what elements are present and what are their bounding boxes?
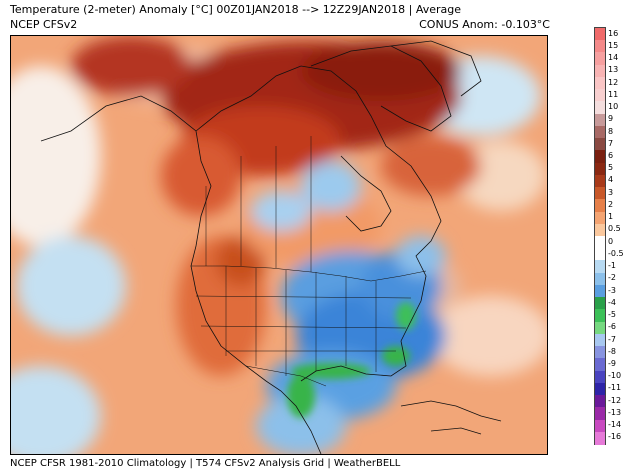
color-scale-label: 7 xyxy=(608,138,614,148)
color-scale-swatch xyxy=(595,125,605,139)
color-scale-label: 14 xyxy=(608,53,619,63)
color-scale-label: 1 xyxy=(608,212,614,222)
color-scale-swatch xyxy=(595,284,605,298)
color-scale-label: -1 xyxy=(608,261,616,271)
color-scale-label: 0.5 xyxy=(608,224,621,234)
color-scale-swatch xyxy=(595,333,605,347)
color-scale-label: 2 xyxy=(608,199,614,209)
color-scale-swatch xyxy=(595,236,605,249)
color-scale-label: -11 xyxy=(608,383,622,393)
color-scale-swatch xyxy=(595,162,605,176)
color-scale-label: -7 xyxy=(608,334,616,344)
color-scale-swatch xyxy=(595,223,605,237)
color-scale-label: -9 xyxy=(608,358,616,368)
color-scale-swatch xyxy=(595,395,605,409)
color-scale-label: 16 xyxy=(608,28,619,38)
color-scale-label: -12 xyxy=(608,395,622,405)
map-title: Temperature (2-meter) Anomaly [°C] 00Z01… xyxy=(10,3,461,16)
color-scale-swatch xyxy=(595,248,605,262)
color-scale-swatch xyxy=(595,113,605,127)
color-scale-swatch xyxy=(595,370,605,384)
color-scale-label: 3 xyxy=(608,187,614,197)
color-scale-label: -2 xyxy=(608,273,616,283)
color-scale-swatch xyxy=(595,321,605,335)
color-scale-label: 8 xyxy=(608,126,614,136)
color-scale-label: 5 xyxy=(608,163,614,173)
color-scale-swatch xyxy=(595,346,605,360)
color-scale-swatch xyxy=(595,174,605,188)
color-scale-label: -8 xyxy=(608,346,616,356)
color-scale-label: 11 xyxy=(608,89,619,99)
color-scale-label: -0.5 xyxy=(608,248,624,258)
color-scale-swatch xyxy=(595,52,605,66)
color-scale-label: -6 xyxy=(608,322,616,332)
color-scale-swatch xyxy=(595,260,605,274)
color-scale-label: -10 xyxy=(608,371,622,381)
color-scale-swatch xyxy=(595,150,605,164)
color-scale-label: 0 xyxy=(608,236,614,246)
color-scale-label: 6 xyxy=(608,150,614,160)
color-scale-swatch xyxy=(595,187,605,201)
color-scale-label: 15 xyxy=(608,40,619,50)
gulf-coast-cold xyxy=(287,302,416,418)
color-scale-label: 4 xyxy=(608,175,614,185)
color-scale-label: -4 xyxy=(608,297,616,307)
color-scale-swatch xyxy=(595,407,605,421)
color-scale-swatch xyxy=(595,64,605,78)
color-scale-label: 12 xyxy=(608,77,619,87)
footer-credits: NCEP CFSR 1981-2010 Climatology | T574 C… xyxy=(10,458,401,469)
color-scale xyxy=(594,27,606,445)
color-scale-swatch xyxy=(595,297,605,311)
color-scale-swatch xyxy=(595,101,605,115)
color-scale-swatch xyxy=(595,199,605,213)
color-scale-swatch xyxy=(595,89,605,103)
color-scale-swatch xyxy=(595,272,605,286)
color-scale-swatch xyxy=(595,431,605,445)
political-borders xyxy=(191,136,427,387)
color-scale-swatch xyxy=(595,76,605,90)
color-scale-label: 10 xyxy=(608,102,619,112)
anomaly-map xyxy=(10,35,548,455)
color-scale-swatch xyxy=(595,382,605,396)
color-scale-label: -13 xyxy=(608,407,622,417)
conus-anomaly: CONUS Anom: -0.103°C xyxy=(419,18,550,31)
color-scale-swatch xyxy=(595,358,605,372)
color-scale-swatch xyxy=(595,309,605,323)
color-scale-label: -5 xyxy=(608,310,616,320)
model-name: NCEP CFSv2 xyxy=(10,18,78,31)
color-scale-swatch xyxy=(595,138,605,152)
color-scale-swatch xyxy=(595,40,605,54)
color-scale-label: 9 xyxy=(608,114,614,124)
color-scale-label: -3 xyxy=(608,285,616,295)
color-scale-label: -14 xyxy=(608,420,622,430)
color-scale-swatch xyxy=(595,419,605,433)
color-scale-label: 13 xyxy=(608,65,619,75)
coastlines xyxy=(40,40,502,454)
color-scale-swatch xyxy=(595,211,605,225)
color-scale-label: -16 xyxy=(608,432,622,442)
color-scale-swatch xyxy=(595,28,605,41)
map-canvas xyxy=(11,36,547,454)
